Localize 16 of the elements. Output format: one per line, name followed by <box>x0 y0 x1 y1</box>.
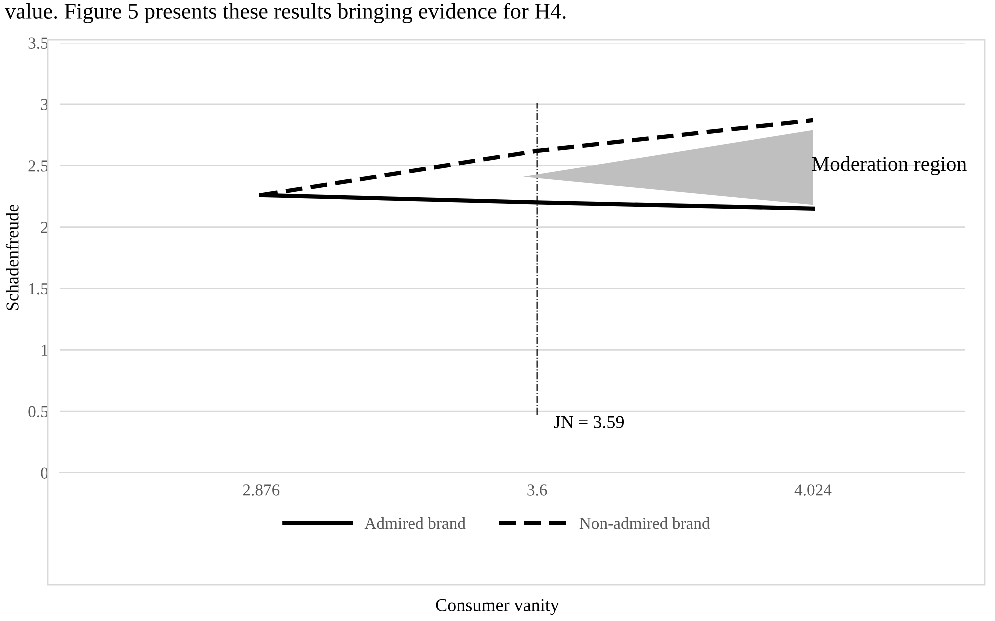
legend-label: Admired brand <box>364 517 466 530</box>
x-tick-label: 4.024 <box>794 484 832 496</box>
text: value. Figure 5 presents these results bringing evidence for H4. <box>4 3 566 24</box>
x-tick-label: 3.6 <box>528 484 548 496</box>
y-tick-label: 2 <box>41 222 48 234</box>
text: Consumer vanity <box>436 599 560 616</box>
y-axis-title: Schadenfreude <box>6 204 19 310</box>
y-tick-label: 0.5 <box>28 406 48 418</box>
annotation: Moderation region <box>812 156 967 176</box>
y-tick-label: 1.5 <box>30 283 48 295</box>
y-tick-label: 1 <box>42 344 48 356</box>
legend-label: Non-admired brand <box>580 517 710 530</box>
ref-line-label: JN = 3.59 <box>554 416 624 428</box>
x-tick-label: 2.876 <box>243 484 280 496</box>
y-tick-label: 3.5 <box>28 38 48 50</box>
y-tick-label: 2.5 <box>28 160 48 172</box>
